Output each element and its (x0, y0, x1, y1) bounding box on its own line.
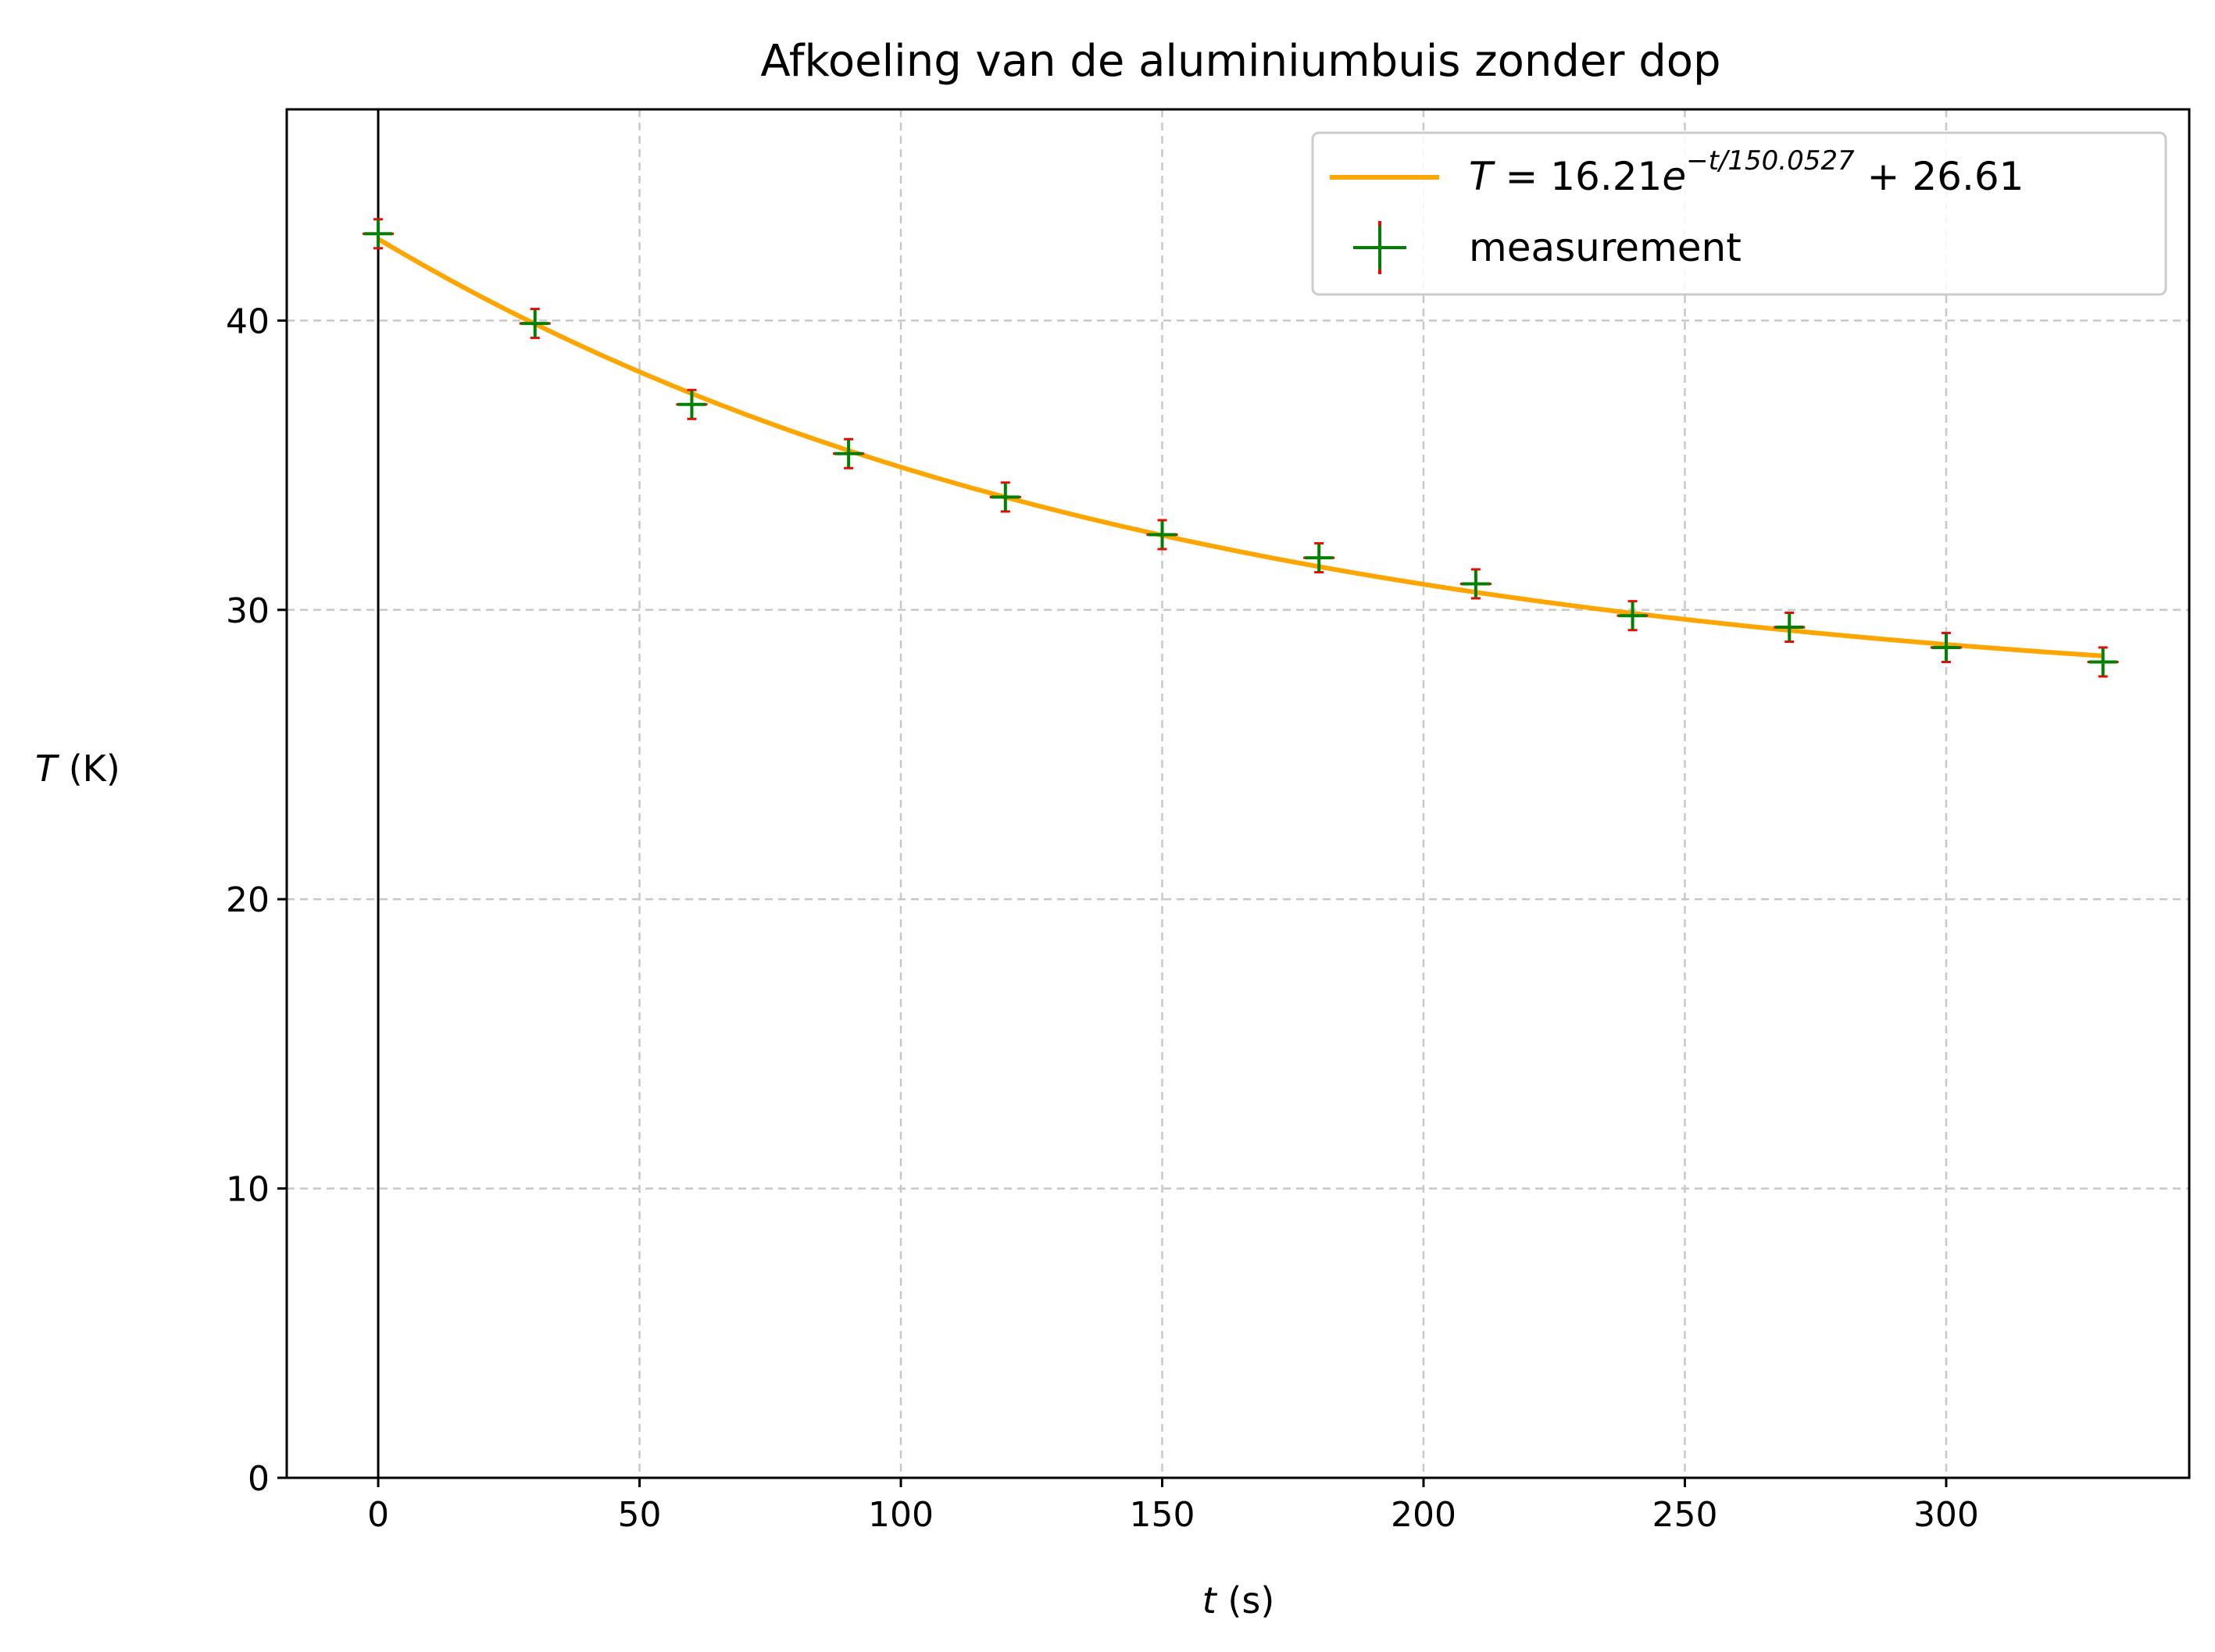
legend-fit-e: e (1662, 154, 1686, 199)
measurement-point (2087, 646, 2119, 678)
measurement-point (989, 481, 1021, 513)
x-axis-label: t (s) (1202, 1579, 1275, 1622)
y-tick-label: 30 (226, 591, 270, 631)
x-tick-label: 50 (618, 1495, 662, 1535)
y-axis-ticks: 0 10 20 30 40 (226, 301, 287, 1499)
x-axis-label-unit: (s) (1216, 1579, 1274, 1622)
x-tick-label: 250 (1652, 1495, 1717, 1535)
legend-measurement-swatch (1353, 221, 1406, 274)
fit-curve (377, 237, 2103, 658)
measurement-point (1774, 611, 1806, 644)
measurement-point (1617, 600, 1649, 632)
legend-fit-exponent: −t/150.0527 (1686, 145, 1855, 177)
measurement-point (1146, 519, 1178, 551)
legend-fit-eq: = 16.21 (1493, 154, 1663, 199)
legend-fit-lhs: T (1469, 154, 1495, 199)
x-tick-label: 150 (1130, 1495, 1195, 1535)
x-tick-label: 300 (1913, 1495, 1979, 1535)
chart-title: Afkoeling van de aluminiumbuis zonder do… (760, 36, 1720, 87)
legend-fit-label: T = 16.21e−t/150.0527 + 26.61 (1469, 145, 2024, 199)
plot-frame (285, 108, 2191, 1479)
x-tick-label: 100 (868, 1495, 934, 1535)
measurement-point (362, 218, 395, 250)
y-tick-label: 10 (226, 1170, 270, 1210)
y-axis-label: T (K) (35, 748, 120, 790)
fit-curve-group (377, 237, 2103, 658)
y-tick-label: 0 (248, 1459, 270, 1499)
measurement-point (519, 308, 551, 340)
y-axis-label-unit: (K) (57, 748, 120, 790)
x-tick-label: 200 (1391, 1495, 1456, 1535)
legend-measurement-label: measurement (1469, 225, 1742, 270)
x-tick-label: 0 (367, 1495, 389, 1535)
legend-box (1311, 131, 2167, 296)
legend: T = 16.21e−t/150.0527 + 26.61 measuremen… (1311, 131, 2167, 296)
measurement-point (1459, 568, 1492, 600)
y-tick-label: 20 (226, 880, 270, 920)
measurement-points (362, 218, 2119, 678)
x-axis-ticks: 0 50 100 150 200 250 300 (367, 1478, 1979, 1535)
x-axis-label-var: t (1202, 1579, 1218, 1622)
measurement-point (1303, 542, 1335, 574)
measurement-point (1930, 631, 1963, 663)
measurement-point (676, 388, 708, 420)
measurement-point (833, 437, 865, 469)
y-tick-label: 40 (226, 301, 270, 341)
legend-fit-rest: + 26.61 (1855, 154, 2024, 199)
y-axis-label-var: T (35, 748, 60, 790)
